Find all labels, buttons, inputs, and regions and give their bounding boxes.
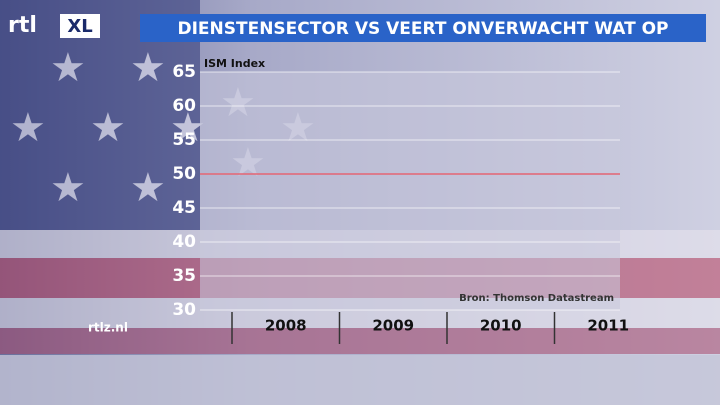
y-tick-label: 45: [172, 198, 196, 218]
x-tick-label: 2009: [372, 317, 414, 335]
y-tick-label: 50: [172, 164, 196, 184]
bottom-band: [0, 355, 720, 405]
svg-text:★: ★: [130, 165, 166, 211]
y-tick-label: 30: [172, 300, 196, 320]
footer: rtlz.nl: [88, 321, 128, 335]
svg-text:★: ★: [170, 105, 206, 151]
y-tick-label: 35: [172, 266, 196, 286]
source: Bron: Thomson Datastream: [459, 293, 614, 304]
plot-area: [200, 72, 620, 310]
x-tick-label: 2008: [265, 317, 307, 335]
y-tick-label: 40: [172, 232, 196, 252]
logo-text: rtl: [8, 13, 37, 38]
logo: rtl XL: [8, 13, 100, 38]
chart-title: DIENSTENSECTOR VS VEERT ONVERWACHT WAT O…: [177, 19, 668, 39]
y-tick-label: 65: [172, 62, 196, 82]
y-axis-label: ISM Index: [204, 57, 265, 70]
logo-text: XL: [67, 16, 92, 37]
x-tick-label: 2010: [480, 317, 522, 335]
x-tick-label: 2011: [587, 317, 629, 335]
svg-text:★: ★: [50, 165, 86, 211]
y-tick-label: 60: [172, 96, 196, 116]
svg-text:★: ★: [90, 105, 126, 151]
logo-box: [60, 14, 100, 38]
svg-text:★: ★: [10, 105, 46, 151]
title-bar: [140, 14, 706, 42]
chart: 30 35 40 45 50 55 60 65 2008 2009 2010 2011: [172, 62, 629, 344]
svg-text:★: ★: [130, 45, 166, 91]
y-tick-label: 55: [172, 130, 196, 150]
svg-text:★: ★: [50, 45, 86, 91]
